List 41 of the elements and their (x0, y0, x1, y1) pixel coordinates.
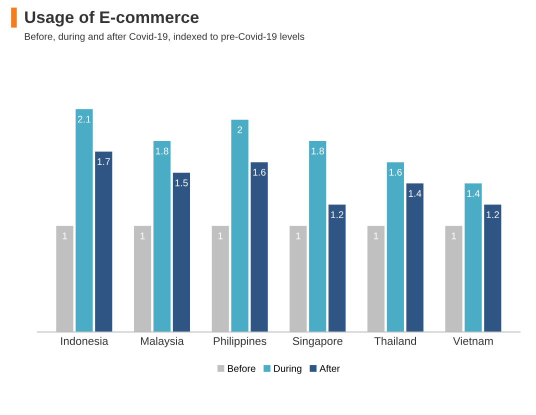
bar (153, 140, 171, 332)
data-label: 1.6 (253, 168, 266, 176)
x-tick-label: Singapore (292, 336, 342, 348)
data-label: 1 (296, 232, 300, 240)
data-label: 2.1 (78, 116, 90, 123)
data-label: 1.2 (486, 211, 499, 218)
x-tick-label: Indonesia (61, 336, 108, 346)
data-label: 1.8 (312, 148, 324, 154)
legend-label: Before (228, 364, 256, 372)
x-tick-label: Vietnam (453, 336, 493, 346)
data-label: 1.2 (331, 211, 344, 218)
x-tick-label: Malaysia (141, 336, 184, 348)
bar (172, 172, 190, 332)
bar (250, 162, 268, 332)
data-label: 1 (140, 232, 145, 240)
bar (386, 162, 404, 332)
data-label: 1 (374, 232, 378, 240)
data-label: 1.7 (98, 158, 110, 165)
data-label: 1 (218, 232, 223, 240)
data-label: 1.8 (156, 148, 168, 154)
chart-subtitle: Before, during and after Covid-19, indexed to pre-Covid-19 levels (24, 32, 304, 42)
bar (309, 140, 326, 332)
data-label: 1.4 (467, 190, 480, 197)
legend-label: After (319, 364, 340, 372)
data-label: 1.5 (175, 180, 188, 186)
bar (231, 120, 248, 332)
bar (95, 152, 112, 332)
bar (328, 204, 346, 332)
legend-label: During (274, 364, 302, 374)
bar (484, 204, 502, 332)
chart-title: Usage of E-commerce (25, 10, 199, 26)
data-label: 1 (62, 232, 67, 240)
x-tick-label: Thailand (374, 336, 416, 346)
data-label: 2 (238, 126, 242, 134)
bar (464, 183, 482, 332)
data-label: 1.4 (408, 190, 422, 197)
data-label: 1 (452, 232, 456, 240)
bar (76, 109, 93, 332)
data-label: 1.6 (389, 168, 402, 176)
x-tick-label: Philippines (214, 336, 266, 348)
bar (406, 183, 424, 332)
